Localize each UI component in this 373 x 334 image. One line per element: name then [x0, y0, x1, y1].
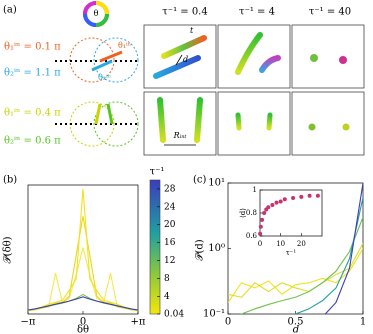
data-point: [291, 196, 296, 201]
data-point: [270, 202, 275, 207]
data-point: [282, 197, 287, 202]
x-tick-label: 1: [360, 317, 366, 328]
series-line: [28, 188, 138, 311]
x-tick-label: 0: [80, 317, 86, 328]
color-wheel: θ: [83, 1, 109, 27]
y-tick-label: 10⁻¹: [203, 309, 225, 320]
series-line: [28, 247, 138, 312]
annotation: Rᵢₙₜ: [173, 131, 187, 140]
theta-label: θ₂ⁱⁿ = 1.1 π: [4, 68, 61, 79]
series-line: [292, 197, 363, 314]
theta-label: θ₂ⁱⁿ = 0.6 π: [4, 136, 61, 147]
series-line: [28, 216, 138, 311]
y-tick-label: 10⁰: [208, 243, 225, 254]
annotation: d: [183, 55, 188, 64]
panel-label: (c): [193, 175, 207, 186]
x-tick-label: 20: [297, 240, 306, 248]
x-tick-label: −π: [21, 317, 36, 328]
panel-label: (a): [3, 5, 17, 16]
annotation: t: [190, 26, 194, 35]
data-point: [274, 200, 279, 205]
plots: −π 0 +π 28 24 20 16 12 8 4 0.04 0 0.5 1 10⁻¹ 10⁰ 10¹ 0 10 2…: [21, 178, 367, 328]
colorbar-tick-label: 8: [164, 274, 170, 284]
x-tick-label: 0: [258, 240, 262, 248]
x-tick-label: +π: [131, 317, 146, 328]
column-title: τ⁻¹ = 4: [239, 7, 275, 18]
inset-x-label: τ⁻¹: [286, 249, 297, 257]
x-axis-label: δθ: [77, 325, 89, 334]
data-point: [258, 224, 263, 229]
colorbar-tick-label: 16: [164, 238, 176, 248]
y-tick-label: 1: [253, 186, 257, 194]
data-point: [260, 217, 265, 222]
colorbar-label: τ⁻¹: [150, 167, 165, 178]
column-title: τ⁻¹ = 0.4: [162, 7, 207, 18]
x-tick-label: 0: [225, 317, 231, 328]
series-line: [228, 243, 363, 298]
column-title: τ⁻¹ = 40: [309, 7, 351, 18]
colorbar-tick-label: 24: [164, 202, 176, 212]
y-tick-label: 0.8: [246, 209, 257, 217]
colorbar-tick-label: 12: [164, 256, 175, 266]
x-tick-label: 0.5: [288, 317, 304, 328]
panel-label: (b): [3, 175, 17, 186]
theta-label: θ₁ⁱⁿ = 0.4 π: [4, 108, 61, 119]
y-tick-label: 10¹: [208, 178, 225, 189]
colorbar: [149, 179, 161, 315]
arrow-label: θ₁ⁱⁿ: [118, 41, 132, 50]
inset-bg: [238, 186, 330, 260]
schematic-row-1: [55, 37, 140, 83]
data-point: [266, 205, 271, 210]
data-point: [315, 193, 320, 198]
arrow-label: θ₂ⁱⁿ: [98, 73, 112, 82]
x-tick-label: 10: [276, 240, 285, 248]
data-point: [258, 231, 263, 236]
colorbar-tick-label: 4: [164, 292, 170, 302]
colorbar-tick-label: 28: [164, 184, 176, 194]
data-point: [262, 211, 267, 215]
data-point: [307, 193, 312, 198]
colorbar-tick-label: 20: [164, 220, 176, 230]
data-point: [299, 194, 304, 199]
y-axis-label: 𝒫(δθ): [3, 236, 14, 263]
wheel-label: θ: [94, 9, 99, 18]
theta-label: θ₁ⁱⁿ = 0.1 π: [4, 42, 61, 53]
y-axis-label: 𝒫(d): [195, 239, 206, 261]
series-line: [28, 296, 138, 311]
y-tick-label: 0.6: [246, 232, 258, 240]
series-line: [240, 217, 363, 314]
x-axis-label: d: [293, 325, 299, 334]
schematic-row-2: [55, 101, 140, 147]
series-line: [324, 183, 363, 314]
snapshot-grid: [143, 24, 365, 156]
inset-y-label: ⟨d⟩: [239, 208, 247, 218]
colorbar-tick-label: 0.04: [164, 310, 184, 320]
data-point: [278, 199, 283, 204]
